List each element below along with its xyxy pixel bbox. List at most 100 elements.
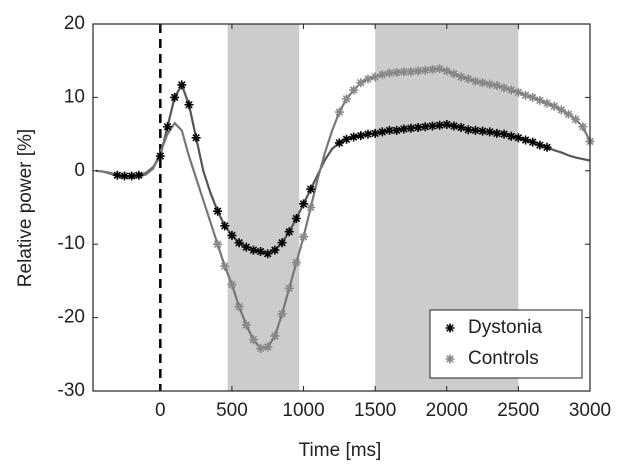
marker xyxy=(392,125,402,135)
x-axis-label: Time [ms] xyxy=(299,440,382,461)
marker xyxy=(427,65,437,75)
marker xyxy=(291,214,301,224)
marker xyxy=(112,170,122,180)
marker xyxy=(485,127,495,137)
marker xyxy=(470,125,480,135)
marker xyxy=(363,129,373,139)
marker xyxy=(478,126,488,136)
marker xyxy=(435,120,445,130)
marker xyxy=(299,199,309,209)
marker xyxy=(234,302,244,312)
marker xyxy=(356,78,366,88)
marker xyxy=(370,72,380,82)
marker xyxy=(227,280,237,290)
marker xyxy=(513,87,523,97)
marker xyxy=(413,66,423,76)
marker xyxy=(456,72,466,82)
marker xyxy=(134,170,144,180)
marker xyxy=(463,74,473,84)
marker xyxy=(277,238,287,248)
x-tick-label: 1500 xyxy=(354,400,396,421)
y-tick-label: -20 xyxy=(58,307,85,328)
marker xyxy=(478,78,488,88)
marker xyxy=(270,331,280,341)
marker xyxy=(399,67,409,77)
y-axis-label: Relative power [%] xyxy=(15,129,36,287)
marker xyxy=(535,140,545,150)
marker xyxy=(191,133,201,143)
marker xyxy=(270,245,280,255)
x-tick-label: 500 xyxy=(216,400,248,421)
marker xyxy=(241,242,251,252)
marker xyxy=(377,70,387,80)
marker xyxy=(177,80,187,90)
marker xyxy=(277,309,287,319)
marker xyxy=(263,249,273,259)
x-tick-label: 0 xyxy=(155,400,166,421)
marker xyxy=(435,64,445,74)
marker xyxy=(155,151,165,161)
marker xyxy=(234,238,244,248)
marker xyxy=(392,67,402,77)
series-markers xyxy=(112,80,552,259)
marker xyxy=(564,109,574,119)
marker xyxy=(456,122,466,132)
series-line xyxy=(95,67,591,350)
marker xyxy=(377,127,387,137)
marker xyxy=(528,137,538,147)
marker xyxy=(334,107,344,117)
y-tick-label: 10 xyxy=(64,86,85,107)
legend-box xyxy=(429,309,583,379)
marker xyxy=(162,122,172,132)
marker xyxy=(184,100,194,110)
marker xyxy=(213,206,223,216)
y-tick-label: 20 xyxy=(64,13,85,34)
marker xyxy=(449,69,459,79)
marker xyxy=(363,74,373,84)
marker xyxy=(413,122,423,132)
legend-label: Controls xyxy=(468,348,539,369)
marker xyxy=(370,128,380,138)
y-tick-label: -10 xyxy=(58,233,85,254)
marker xyxy=(291,258,301,268)
marker xyxy=(384,68,394,78)
marker xyxy=(513,133,523,143)
marker xyxy=(213,239,223,249)
marker xyxy=(542,98,552,108)
marker xyxy=(427,121,437,131)
marker xyxy=(406,123,416,133)
legend-marker xyxy=(445,323,455,333)
marker xyxy=(349,85,359,95)
marker xyxy=(463,125,473,135)
marker xyxy=(299,232,309,242)
marker xyxy=(492,81,502,91)
marker xyxy=(356,131,366,141)
marker xyxy=(248,245,258,255)
marker xyxy=(470,76,480,86)
marker xyxy=(342,94,352,104)
marker xyxy=(406,67,416,77)
marker xyxy=(256,343,266,353)
marker xyxy=(506,131,516,141)
marker xyxy=(120,171,130,181)
marker xyxy=(399,124,409,134)
marker xyxy=(334,138,344,148)
marker xyxy=(506,85,516,95)
marker xyxy=(342,134,352,144)
marker xyxy=(170,92,180,102)
marker xyxy=(420,65,430,75)
marker xyxy=(220,261,230,271)
marker xyxy=(220,221,230,231)
marker xyxy=(449,121,459,131)
marker xyxy=(499,129,509,139)
marker xyxy=(263,342,273,352)
plot-frame xyxy=(92,23,591,392)
legend-label: Dystonia xyxy=(468,317,542,338)
marker xyxy=(420,122,430,132)
legend-marker xyxy=(445,354,455,364)
y-tick-label: -30 xyxy=(58,380,85,401)
marker xyxy=(521,135,531,145)
series-line xyxy=(95,82,591,255)
marker xyxy=(442,120,452,130)
shaded-region xyxy=(227,24,300,391)
